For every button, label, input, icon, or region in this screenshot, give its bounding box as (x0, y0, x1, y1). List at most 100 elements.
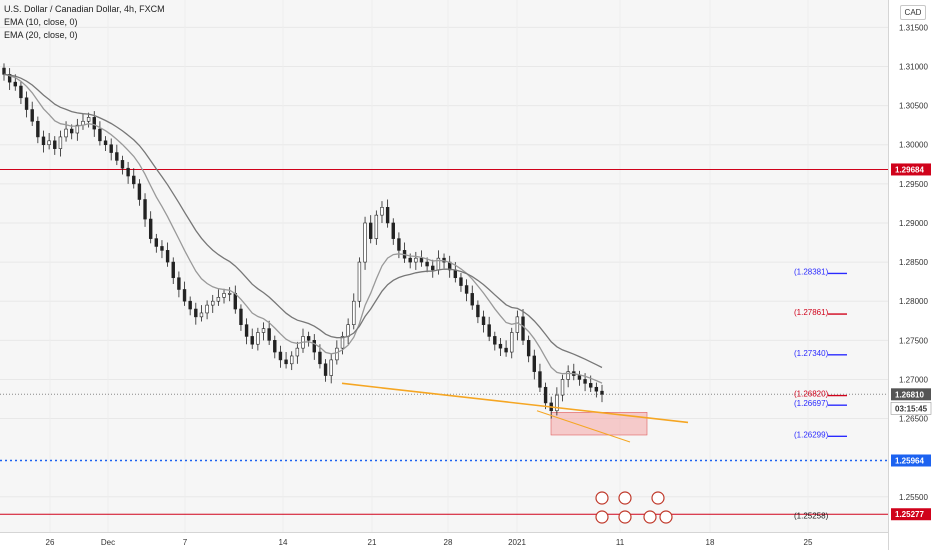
order-level-label: (1.26697) (794, 399, 829, 408)
time-axis[interactable]: 26 Dec 7 14 21 28 2021 11 18 25 (0, 532, 888, 550)
economic-event-icon (595, 491, 609, 505)
candle-body (566, 371, 570, 380)
price-axis[interactable]: 1.31500 1.31000 1.30500 1.30000 1.29500 1.290… (888, 0, 932, 550)
candle-body (352, 300, 356, 325)
economic-event-icon (659, 510, 673, 524)
candle-body (171, 261, 175, 279)
price-tick-label: 1.31000 (899, 63, 928, 72)
candle-body (227, 293, 232, 295)
candle-body (137, 183, 142, 200)
candle-body (148, 218, 153, 239)
time-tick-label: 28 (444, 538, 453, 547)
time-axis-labels: 26 Dec 7 14 21 28 2021 11 18 25 (46, 538, 813, 547)
candle-body (290, 355, 294, 365)
candle-body (481, 316, 486, 325)
candle-body (250, 336, 254, 345)
candle-body (98, 128, 102, 142)
candle-body (126, 167, 130, 177)
candle-body (419, 257, 424, 263)
price-tick-label: 1.28000 (899, 297, 928, 306)
order-level-label: (1.26299) (794, 430, 829, 439)
time-tick-label: Dec (101, 538, 115, 547)
price-tick-label: 1.30000 (899, 141, 928, 150)
candle-body (222, 293, 226, 298)
economic-event-icon (618, 491, 632, 505)
candle-body (464, 285, 469, 294)
economic-event-icon (595, 510, 609, 524)
candle-body (143, 199, 147, 220)
price-tick-label: 1.25500 (899, 493, 928, 502)
order-level-label: (1.27861) (794, 308, 829, 317)
candle-body (233, 293, 238, 310)
candle-body (335, 347, 339, 361)
price-axis-tag (891, 388, 931, 401)
candle-body (397, 238, 401, 251)
time-tick-label: 11 (616, 538, 625, 547)
candle-body (510, 332, 514, 353)
price-axis-tag (891, 454, 931, 467)
candle-body (256, 332, 260, 345)
price-tick-label: 1.29000 (899, 219, 928, 228)
order-level-label: (1.27340) (794, 349, 829, 358)
candle-body (459, 277, 463, 286)
candle-body (453, 269, 458, 279)
candle-body (30, 109, 34, 122)
candle-body (216, 296, 221, 302)
time-tick-label: 26 (46, 538, 55, 547)
candlestick-chart: (1.28381)(1.27861)(1.27340)(1.26820)(1.2… (0, 26, 888, 524)
currency-button[interactable]: CAD (900, 5, 926, 20)
candle-body (69, 128, 74, 134)
candle-body (244, 324, 249, 337)
candle-body (504, 347, 508, 353)
candle-body (58, 136, 63, 149)
candle-body (115, 152, 119, 161)
time-tick-label: 21 (368, 538, 377, 547)
candle-body (273, 340, 277, 353)
candle-body (543, 386, 548, 404)
trendline (536, 410, 631, 443)
candle-body (323, 363, 328, 376)
price-tick-label: 1.29500 (899, 180, 928, 189)
candle-body (374, 214, 379, 239)
candle-body (24, 97, 29, 110)
candle-body (278, 351, 283, 361)
candle-body (53, 140, 57, 149)
candle-body (425, 261, 429, 267)
price-axis-tag-label: 1.26810 (895, 390, 924, 399)
candle-body (109, 144, 113, 153)
price-axis-tag-label: 1.25277 (895, 510, 924, 519)
time-tick-label: 18 (706, 538, 715, 547)
time-tick-label: 2021 (508, 538, 526, 547)
candle-body (391, 222, 395, 239)
price-axis-tag (891, 163, 931, 176)
candle-body (577, 375, 582, 380)
price-tick-label: 1.27500 (899, 336, 928, 345)
candle-body (160, 246, 164, 251)
trendline (341, 382, 689, 424)
price-tick-label: 1.26500 (899, 415, 928, 424)
price-axis-tag-label: 1.29684 (895, 165, 924, 174)
candle-body (19, 85, 23, 99)
candle-body (532, 355, 537, 372)
candle-body (103, 140, 108, 146)
candle-body (267, 328, 271, 341)
price-tick-label: 1.30500 (899, 102, 928, 111)
candle-body (92, 117, 96, 130)
ema20-legend[interactable]: EMA (20, close, 0) (4, 30, 78, 40)
ema20-line (3, 73, 603, 369)
economic-event-icon (643, 510, 657, 524)
price-axis-tag (890, 402, 932, 415)
candle-body (75, 124, 80, 134)
candle-body (357, 261, 362, 302)
time-tick-label: 7 (183, 538, 188, 547)
price-tick-label: 1.27000 (899, 375, 928, 384)
ema10-line (3, 73, 603, 384)
candle-body (2, 67, 6, 75)
candle-body (199, 312, 204, 318)
candle-body (414, 257, 418, 263)
chart-plot-area[interactable]: (1.28381) (1.27861) (1.27340) (1.26820) (1.2… (0, 0, 888, 532)
ema10-legend[interactable]: EMA (10, close, 0) (4, 17, 78, 27)
candle-body (194, 308, 198, 318)
candle-body (239, 308, 243, 325)
symbol-title[interactable]: U.S. Dollar / Canadian Dollar, 4h, FXCM (4, 4, 165, 14)
